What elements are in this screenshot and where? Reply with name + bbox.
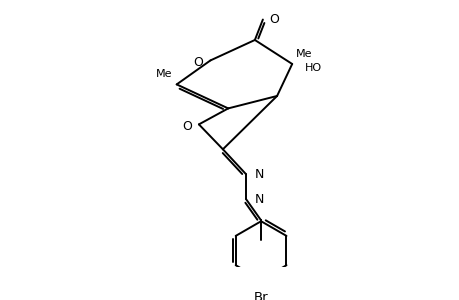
Text: N: N [254, 193, 263, 206]
Text: O: O [269, 13, 278, 26]
Text: Br: Br [253, 291, 268, 300]
Text: Me: Me [156, 69, 172, 79]
Text: O: O [193, 56, 203, 69]
Text: HO: HO [304, 62, 321, 73]
Text: O: O [181, 120, 191, 133]
Text: N: N [254, 168, 263, 181]
Text: Me: Me [295, 49, 312, 59]
